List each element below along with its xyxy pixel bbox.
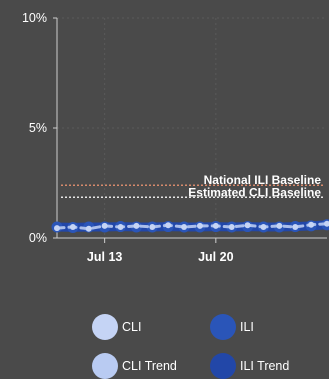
x-tick-label: Jul 13 xyxy=(87,250,122,264)
cli-point[interactable] xyxy=(102,223,108,229)
cli-point[interactable] xyxy=(181,224,187,230)
y-tick-label: 10% xyxy=(22,11,47,25)
legend-swatch-cli xyxy=(92,314,118,340)
cli-point[interactable] xyxy=(229,224,235,230)
y-tick-label: 0% xyxy=(29,231,47,245)
cli-point[interactable] xyxy=(165,222,171,228)
cli-point[interactable] xyxy=(197,223,203,229)
legend-swatch-cli-trend xyxy=(92,353,118,379)
cli-point[interactable] xyxy=(245,222,251,228)
legend-item-cli[interactable]: CLI xyxy=(92,314,141,340)
legend-item-ili-trend[interactable]: ILI Trend xyxy=(210,353,289,379)
cli-point[interactable] xyxy=(70,224,76,230)
cli-point[interactable] xyxy=(149,224,155,230)
series xyxy=(52,219,329,233)
y-tick-label: 5% xyxy=(29,121,47,135)
legend-label-cli: CLI xyxy=(122,320,141,334)
legend-label-ili: ILI xyxy=(240,320,254,334)
cli-point[interactable] xyxy=(260,224,266,230)
cli-point[interactable] xyxy=(86,226,92,232)
x-tick-labels: Jul 13 Jul 20 xyxy=(87,250,234,264)
cli-point[interactable] xyxy=(276,223,282,229)
cli-point[interactable] xyxy=(213,223,219,229)
legend-item-cli-trend[interactable]: CLI Trend xyxy=(92,353,177,379)
cli-point[interactable] xyxy=(118,224,124,230)
legend-swatch-ili-trend xyxy=(210,353,236,379)
legend-label-cli-trend: CLI Trend xyxy=(122,359,177,373)
cli-point[interactable] xyxy=(308,222,314,228)
cli-point[interactable] xyxy=(133,223,139,229)
legend-swatch-ili xyxy=(210,314,236,340)
grid xyxy=(57,18,327,238)
y-tick-labels: 0% 5% 10% xyxy=(22,11,47,245)
axes xyxy=(53,18,327,243)
estimated-cli-baseline-label: Estimated CLI Baseline xyxy=(188,185,321,199)
cli-point[interactable] xyxy=(292,224,298,230)
legend-item-ili[interactable]: ILI xyxy=(210,314,254,340)
legend-label-ili-trend: ILI Trend xyxy=(240,359,289,373)
cli-point[interactable] xyxy=(54,225,60,231)
x-tick-label: Jul 20 xyxy=(198,250,233,264)
